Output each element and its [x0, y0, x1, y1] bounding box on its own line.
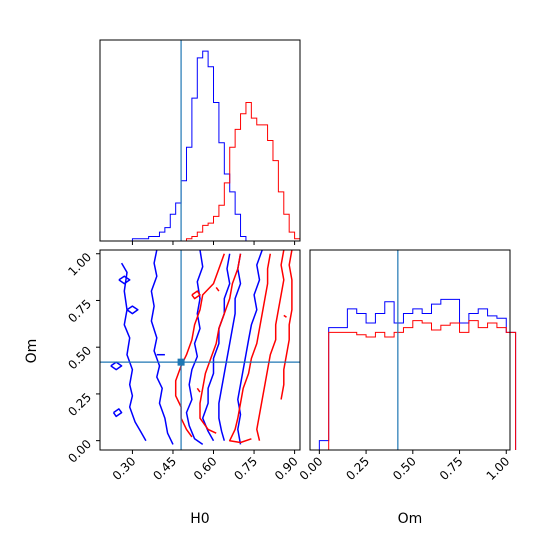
y-axis-label-om: Om: [24, 339, 40, 364]
h0-marginal-panel: [99, 39, 301, 245]
h0-om-contour-panel: 0.30 0.45 0.60 0.75 0.90 0.00 0.25 0.50 0.75 1.00: [65, 249, 301, 483]
y-tick-label: 0.50: [65, 343, 94, 372]
axes-frame: [99, 39, 301, 242]
x-tick-label: 1.00: [484, 454, 513, 483]
contour-red: [199, 253, 242, 434]
contour-blue: [201, 253, 231, 442]
x-tick-label: 0.30: [110, 454, 139, 483]
contour-blue: [126, 305, 139, 315]
axes-frame: [99, 249, 301, 451]
om-marginal-panel: 0.00 0.25 0.50 0.75 1.00: [297, 249, 517, 483]
contour-red: [280, 250, 293, 400]
histogram-series-red: [319, 320, 517, 451]
x-axis-label-h0: H0: [190, 511, 209, 527]
contour-red: [283, 314, 287, 318]
contour-red: [196, 387, 201, 393]
contour-red: [215, 286, 220, 292]
contour-blue: [118, 275, 131, 285]
x-tick-label: 0.60: [191, 454, 220, 483]
contour-red: [256, 250, 285, 441]
contour-blue: [218, 253, 242, 441]
histogram-series-blue: [100, 50, 300, 242]
y-tick-label: 0.25: [65, 390, 94, 419]
contour-blue: [112, 408, 123, 418]
histogram-series-blue: [318, 298, 517, 450]
x-tick-label: 0.75: [437, 454, 466, 483]
x-tick-label: 0.75: [231, 454, 260, 483]
x-axis-label-om: Om: [398, 511, 423, 527]
x-tick-label: 0.50: [390, 454, 419, 483]
truth-marker: [177, 358, 185, 366]
x-tick-label: 0.90: [272, 454, 301, 483]
x-tick-label: 0.00: [297, 454, 326, 483]
y-tick-label: 0.75: [65, 297, 94, 326]
y-tick-label: 0.00: [65, 437, 94, 466]
histogram-series-red: [100, 102, 301, 242]
contour-blue: [150, 250, 174, 445]
contour-blue: [237, 250, 263, 445]
axes-frame: [309, 249, 511, 451]
x-tick-label: 0.25: [343, 454, 372, 483]
contour-lines: [110, 250, 293, 446]
contour-blue: [185, 250, 204, 446]
contour-red: [191, 290, 201, 300]
contour-blue: [120, 262, 147, 442]
x-tick-label: 0.45: [150, 454, 179, 483]
contour-blue: [110, 361, 123, 371]
contour-red: [228, 253, 272, 444]
y-tick-label: 1.00: [65, 250, 94, 279]
